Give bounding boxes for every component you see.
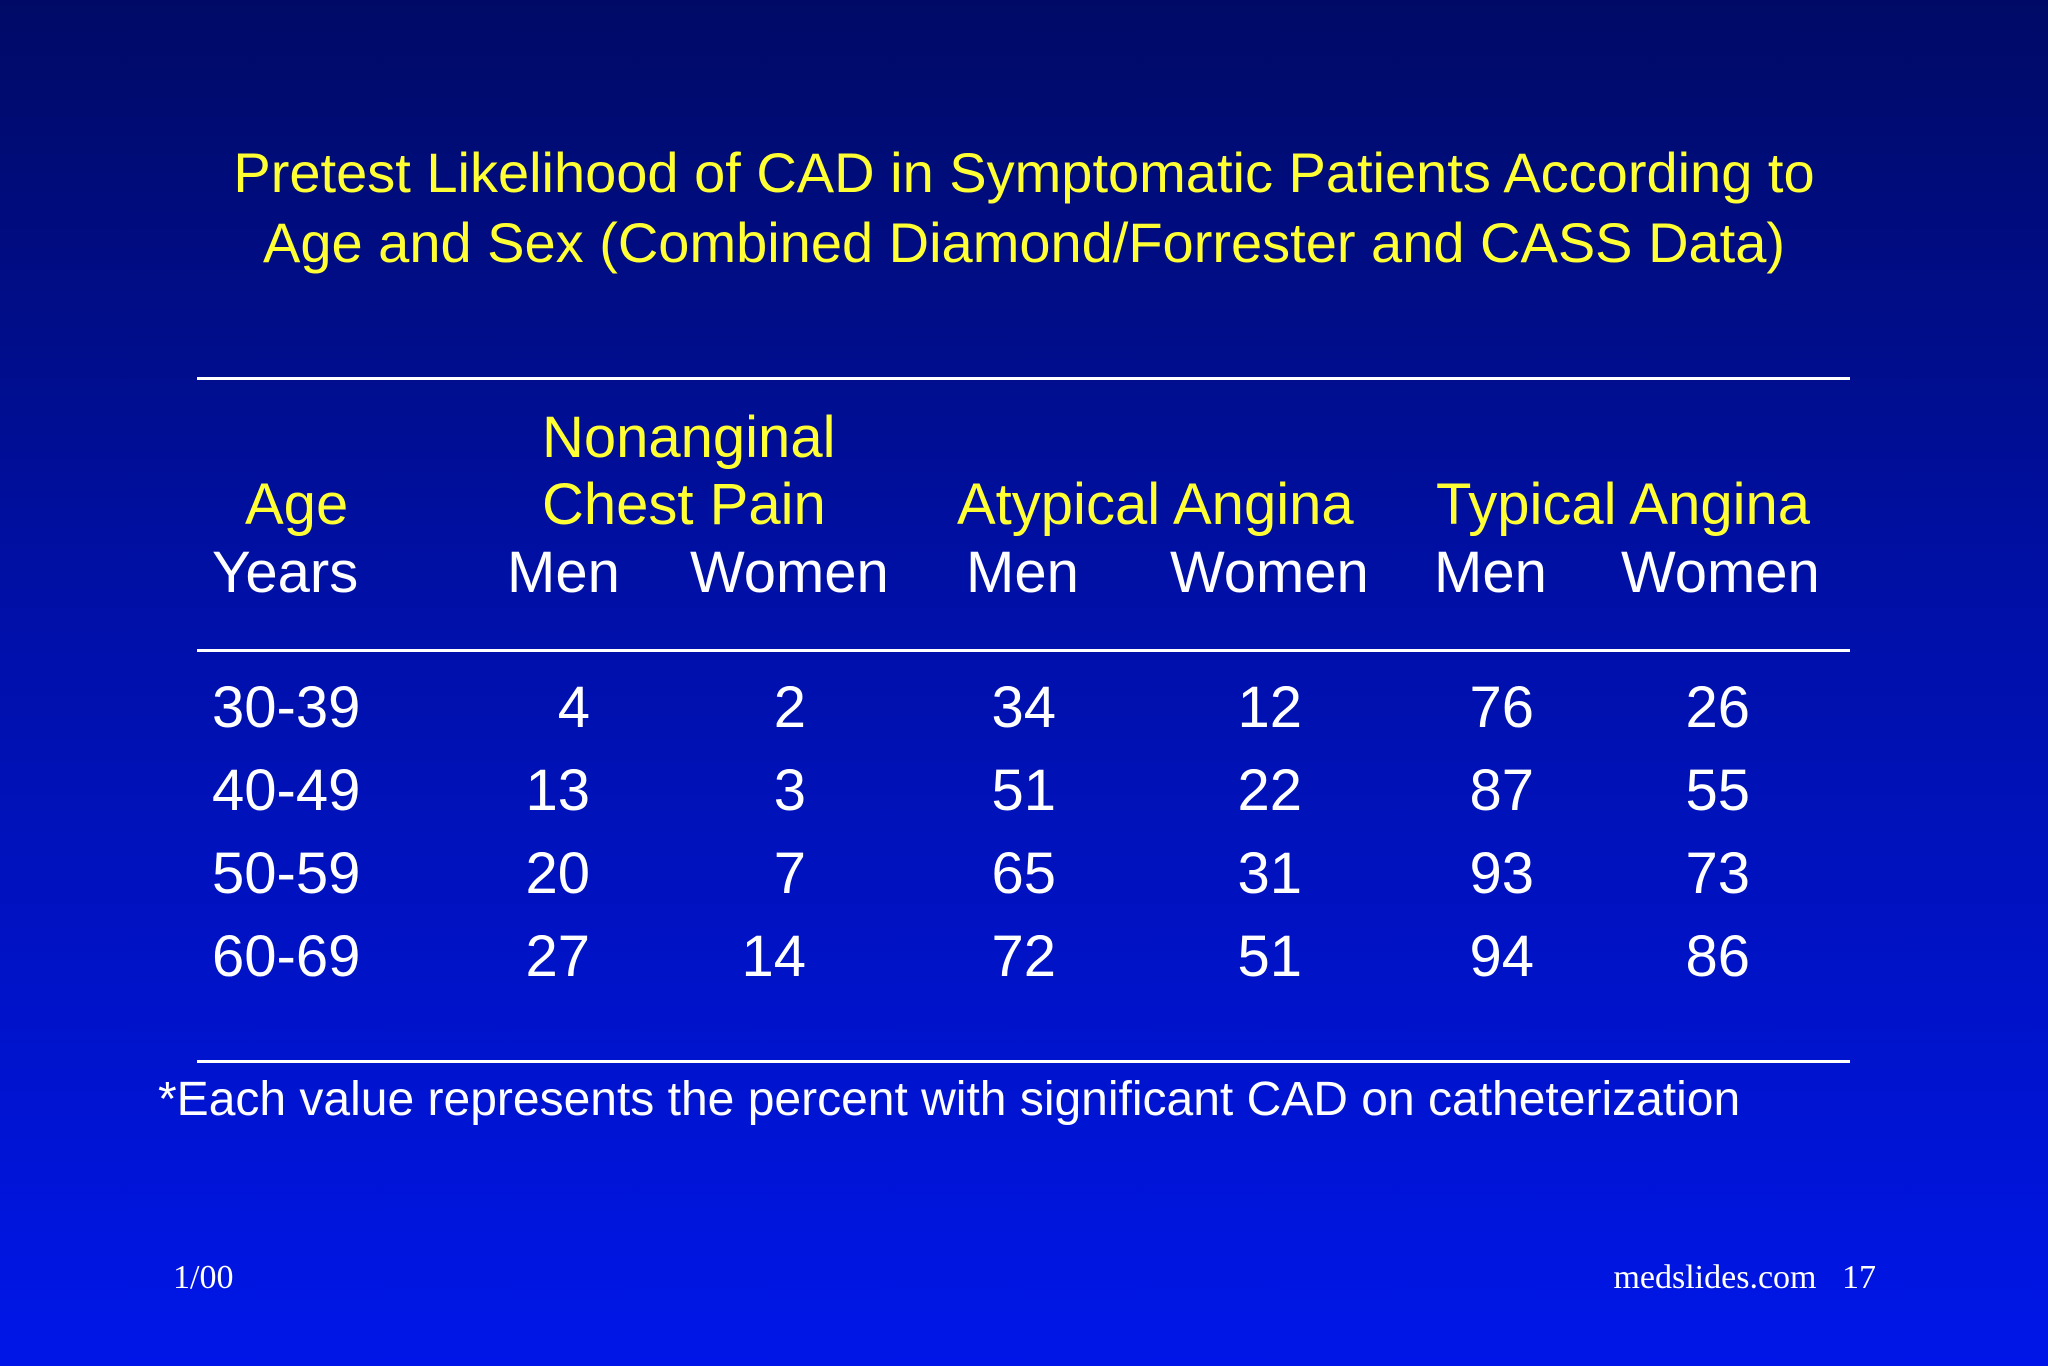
table-cell: 26 xyxy=(1685,675,1750,740)
table-cell: 72 xyxy=(991,924,1056,989)
table-cell-age: 30-39 xyxy=(212,675,361,740)
table-cell: 87 xyxy=(1469,758,1534,823)
footer-source: medslides.com 17 xyxy=(1613,1258,1876,1298)
header-years: Years xyxy=(212,540,359,605)
header-atypical-angina: Atypical Angina xyxy=(957,472,1354,537)
table-cell: 73 xyxy=(1685,841,1750,906)
footer-date: 1/00 xyxy=(173,1259,234,1296)
table-cell-age: 60-69 xyxy=(212,924,361,989)
header-typical-men: Men xyxy=(1434,540,1547,605)
table-cell: 14 xyxy=(741,924,806,989)
table-cell-age: 40-49 xyxy=(212,758,361,823)
title-line-2: Age and Sex (Combined Diamond/Forrester … xyxy=(262,211,1786,274)
header-age: Age xyxy=(245,472,349,537)
table-cell: 3 xyxy=(773,758,806,823)
table-cell: 34 xyxy=(991,675,1056,740)
table-cell: 94 xyxy=(1469,924,1534,989)
slide-title: Pretest Likelihood of CAD in Symptomatic… xyxy=(0,138,2048,278)
table-cell: 7 xyxy=(773,841,806,906)
table-cell: 51 xyxy=(1237,924,1302,989)
table-cell: 2 xyxy=(773,675,806,740)
table-cell: 12 xyxy=(1237,675,1302,740)
table-cell: 65 xyxy=(991,841,1056,906)
table-cell: 51 xyxy=(991,758,1056,823)
header-atypical-women: Women xyxy=(1170,540,1369,605)
footer-site: medslides.com xyxy=(1613,1259,1817,1296)
table-cell: 93 xyxy=(1469,841,1534,906)
table-cell: 20 xyxy=(525,841,590,906)
table-header-rule xyxy=(197,649,1850,652)
table-bottom-rule xyxy=(197,1060,1850,1063)
header-nonanginal-men: Men xyxy=(507,540,620,605)
table-cell: 22 xyxy=(1237,758,1302,823)
header-nonanginal-line2: Chest Pain xyxy=(542,472,826,537)
footer-page-number: 17 xyxy=(1842,1259,1876,1296)
table-cell-age: 50-59 xyxy=(212,841,361,906)
table-top-rule xyxy=(197,377,1850,380)
table-cell: 13 xyxy=(525,758,590,823)
table-cell: 86 xyxy=(1685,924,1750,989)
header-nonanginal-line1: Nonanginal xyxy=(542,405,836,470)
table-cell: 76 xyxy=(1469,675,1534,740)
header-atypical-men: Men xyxy=(966,540,1079,605)
footnote: *Each value represents the percent with … xyxy=(158,1073,1741,1126)
header-typical-women: Women xyxy=(1621,540,1820,605)
header-nonanginal-women: Women xyxy=(690,540,889,605)
title-line-1: Pretest Likelihood of CAD in Symptomatic… xyxy=(233,141,1815,204)
table-cell: 27 xyxy=(525,924,590,989)
header-typical-angina: Typical Angina xyxy=(1436,472,1811,537)
table-cell: 31 xyxy=(1237,841,1302,906)
table-cell: 4 xyxy=(557,675,590,740)
table-cell: 55 xyxy=(1685,758,1750,823)
